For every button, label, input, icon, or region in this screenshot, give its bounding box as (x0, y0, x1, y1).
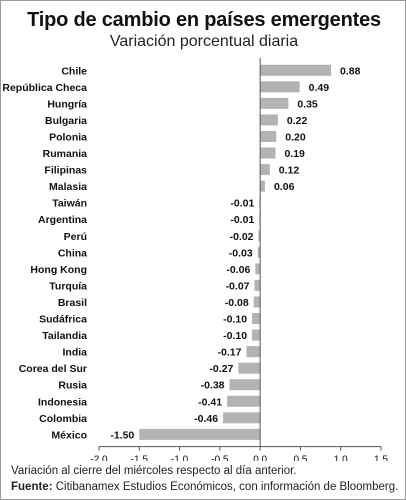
bar (252, 329, 261, 341)
category-label: Argentina (38, 214, 87, 226)
bar (260, 164, 270, 176)
category-label: Chile (61, 65, 87, 77)
bar (253, 296, 261, 308)
category-label: Rusia (58, 380, 87, 392)
category-label: Perú (64, 231, 87, 243)
value-label: 0.12 (279, 165, 300, 177)
value-label: -0.17 (218, 347, 242, 359)
value-label: 0.35 (297, 98, 318, 110)
value-label: -0.08 (225, 297, 249, 309)
x-tick-label: 0.0 (253, 455, 267, 461)
source-label: Fuente: (11, 481, 53, 493)
category-label: Rumania (43, 148, 88, 160)
category-label: Indonesia (38, 396, 87, 408)
chart-title: Tipo de cambio en países emergentes (27, 9, 381, 31)
value-label: 0.20 (285, 131, 306, 143)
category-label: Tailandia (42, 330, 87, 342)
category-label: México (51, 429, 87, 441)
category-label: Malasia (49, 181, 87, 193)
bar (260, 147, 276, 159)
category-label: Sudáfrica (39, 314, 87, 326)
x-tick-label: 0.5 (293, 455, 307, 461)
bar (139, 428, 261, 440)
bar (257, 246, 261, 258)
bar (227, 395, 261, 407)
category-label: Colombia (39, 413, 87, 425)
category-label: Hungría (47, 98, 87, 110)
value-label: -0.06 (226, 264, 250, 276)
bar (260, 97, 289, 109)
x-tick-label: 1.0 (334, 455, 348, 461)
value-label: -1.50 (110, 429, 134, 441)
category-label: Bulgaria (45, 115, 87, 127)
value-label: -0.27 (209, 363, 233, 375)
value-label: -0.38 (201, 380, 225, 392)
bar (246, 346, 261, 358)
bar (258, 230, 261, 242)
value-label: -0.41 (198, 396, 222, 408)
chart-subtitle: Variación porcentual diaria (109, 33, 299, 50)
value-label: -0.46 (194, 413, 218, 425)
bar (260, 180, 265, 192)
bar (238, 362, 261, 374)
bar (260, 130, 277, 142)
category-label: China (58, 247, 87, 259)
bar-chart: Chile 0.88 República Checa 0.49 Hungría 0.35 B… (2, 58, 388, 461)
category-label: Polonia (49, 131, 87, 143)
value-label: -0.01 (230, 214, 254, 226)
chart-source: Fuente: Citibanamex Estudios Económicos,… (11, 479, 403, 495)
chart-notes: Variación al cierre del miércoles respec… (11, 463, 403, 495)
category-label: República Checa (2, 82, 87, 94)
x-tick-label: 1.5 (374, 455, 388, 461)
value-label: -0.07 (226, 280, 250, 292)
x-tick-label: -2.0 (90, 455, 108, 461)
value-label: 0.22 (287, 115, 308, 127)
value-label: 0.49 (309, 82, 330, 94)
bar (252, 313, 261, 325)
value-label: 0.88 (340, 65, 361, 77)
category-label: India (62, 347, 87, 359)
bar (223, 412, 261, 424)
x-tick-label: -1.5 (131, 455, 149, 461)
value-label: -0.02 (230, 231, 254, 243)
value-label: -0.10 (223, 330, 247, 342)
chart-note: Variación al cierre del miércoles respec… (11, 465, 297, 477)
bar (260, 114, 278, 126)
bar (260, 81, 300, 93)
value-label: -0.03 (229, 247, 253, 259)
value-label: 0.06 (274, 181, 295, 193)
category-label: Brasil (58, 297, 87, 309)
category-label: Taiwán (52, 198, 87, 210)
x-tick-label: -1.0 (171, 455, 189, 461)
bar (229, 379, 261, 391)
x-tick-label: -0.5 (211, 455, 229, 461)
bar (254, 279, 261, 291)
source-text: Citibanamex Estudios Económicos, con inf… (55, 481, 399, 493)
value-label: 0.19 (284, 148, 305, 160)
category-label: Hong Kong (30, 264, 87, 276)
bar (260, 64, 332, 76)
value-label: -0.01 (230, 198, 254, 210)
value-label: -0.10 (223, 314, 247, 326)
bar (255, 263, 261, 275)
category-label: Filipinas (44, 165, 87, 177)
category-label: Corea del Sur (19, 363, 87, 375)
category-label: Turquía (49, 280, 87, 292)
